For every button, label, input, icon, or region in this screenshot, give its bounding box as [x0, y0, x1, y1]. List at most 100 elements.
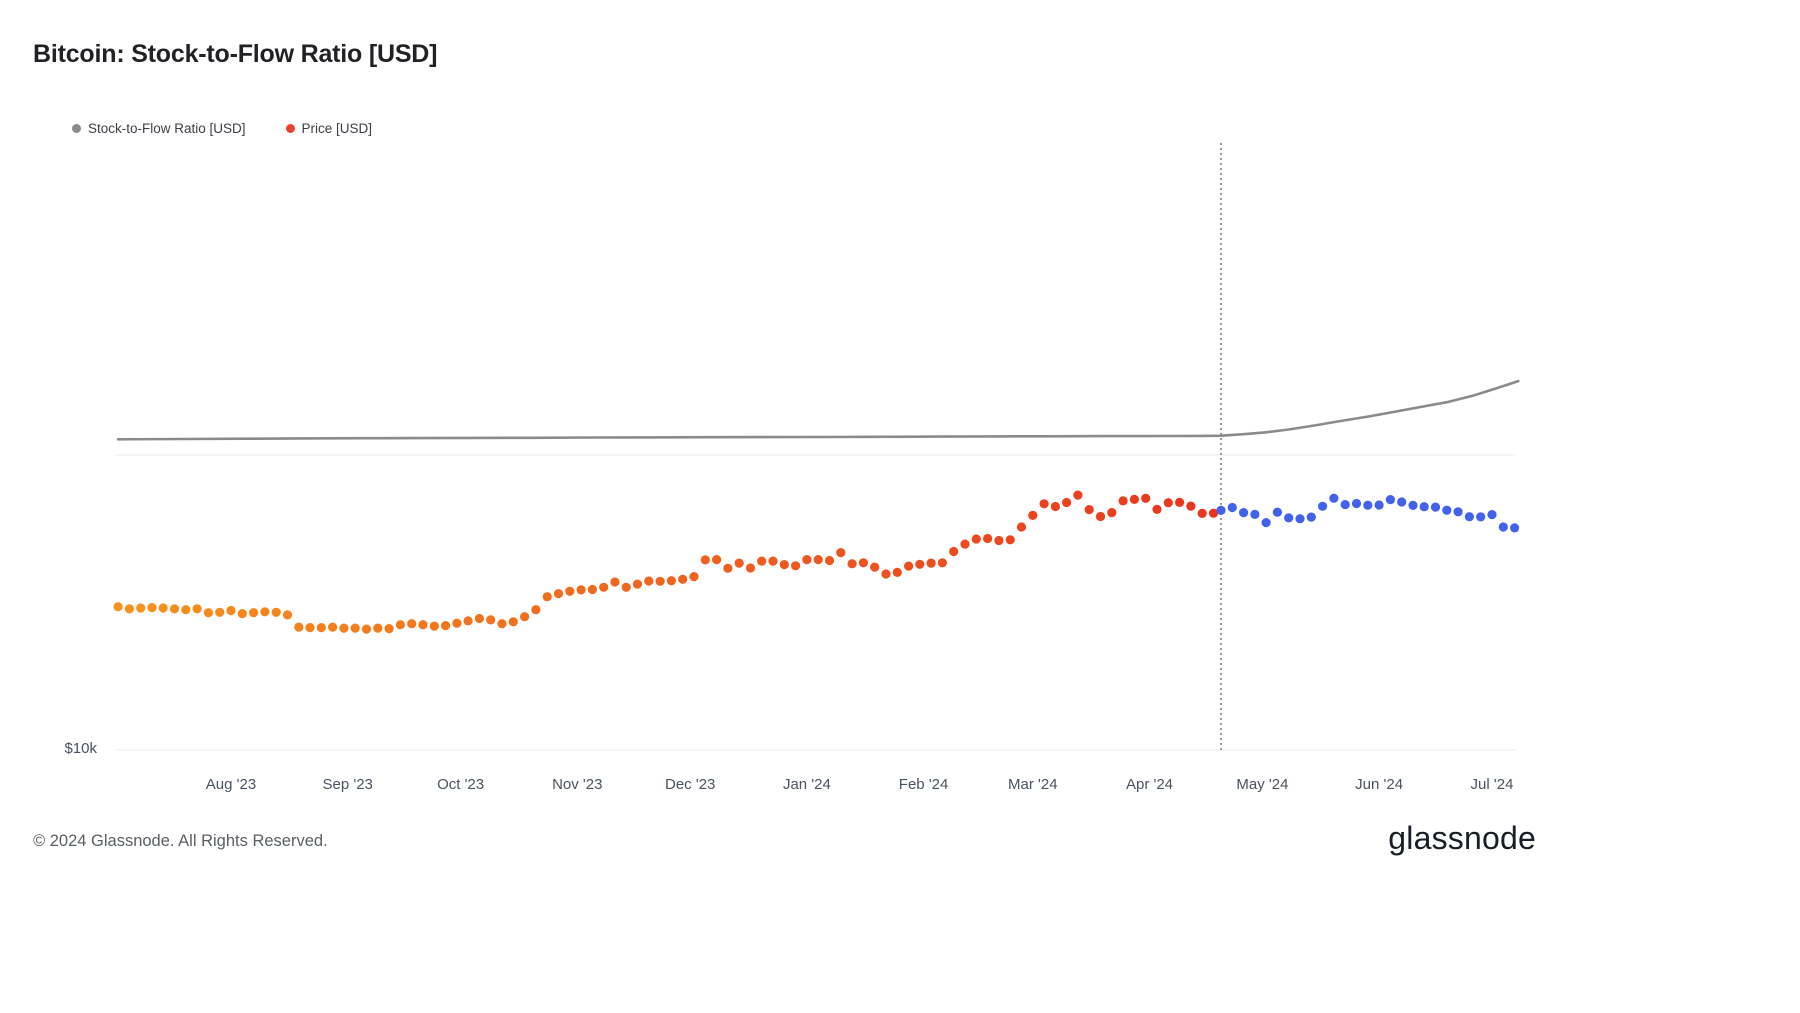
price-point [1430, 502, 1441, 512]
price-point [1216, 505, 1226, 515]
price-point [1385, 495, 1395, 505]
price-point [1272, 507, 1282, 517]
price-point [870, 562, 880, 572]
price-point [350, 623, 360, 633]
price-point [553, 589, 564, 599]
price-point [881, 569, 891, 579]
price-point [1039, 499, 1049, 509]
price-point [1152, 504, 1162, 514]
price-point [136, 603, 146, 613]
price-point [328, 622, 338, 632]
price-point [994, 535, 1004, 546]
price-point [249, 608, 259, 618]
price-point [1476, 512, 1486, 522]
price-point [1408, 500, 1418, 510]
price-point [452, 618, 462, 628]
chart-legend: Stock-to-Flow Ratio [USD] Price [USD] [72, 121, 372, 136]
x-tick-label: Nov '23 [552, 776, 602, 793]
chart-title: Bitcoin: Stock-to-Flow Ratio [USD] [33, 40, 438, 68]
x-tick-label: Jun '24 [1355, 776, 1403, 793]
price-point [1028, 510, 1038, 520]
price-point [587, 584, 598, 595]
x-tick-label: Feb '24 [899, 776, 949, 793]
price-point [723, 563, 733, 573]
price-point [1107, 507, 1117, 518]
price-point [1005, 535, 1015, 545]
price-point [316, 623, 326, 633]
price-point [158, 603, 168, 613]
price-point [1050, 501, 1060, 512]
price-point [463, 616, 473, 626]
x-tick-label: Apr '24 [1126, 776, 1173, 793]
price-point [260, 607, 270, 617]
price-point [745, 563, 756, 573]
price-point [215, 607, 225, 617]
x-tick-label: May '24 [1236, 776, 1288, 793]
price-point [192, 604, 202, 614]
price-point [1261, 518, 1271, 528]
price-point [1510, 523, 1520, 533]
price-point [1129, 494, 1139, 504]
price-point [237, 609, 247, 619]
price-point [1208, 508, 1219, 518]
price-point [1442, 505, 1452, 515]
price-point [813, 555, 823, 565]
price-point [599, 582, 609, 592]
price-point [1464, 512, 1474, 522]
price-point [1186, 501, 1196, 511]
price-point [1016, 522, 1027, 532]
price-point [1118, 496, 1128, 506]
price-point [904, 561, 914, 571]
price-point [1397, 497, 1407, 507]
price-point [565, 586, 575, 596]
price-point [373, 623, 383, 633]
legend-item-price[interactable]: Price [USD] [285, 121, 372, 136]
legend-marker-price [285, 124, 295, 133]
price-point [802, 555, 812, 565]
price-point [395, 620, 405, 630]
price-point [757, 556, 767, 566]
price-point [124, 604, 134, 614]
price-point [181, 605, 191, 615]
y-tick-label: $10k [64, 740, 97, 757]
x-tick-label: Aug '23 [206, 776, 256, 793]
price-point [361, 624, 372, 634]
price-point [1239, 507, 1249, 518]
price-point [971, 534, 981, 544]
x-tick-label: Sep '23 [322, 776, 372, 793]
price-point [858, 558, 869, 568]
price-point [1073, 490, 1083, 500]
price-point [486, 615, 496, 625]
price-point [937, 558, 948, 568]
price-point [474, 613, 484, 624]
price-point [1163, 498, 1173, 508]
price-point [621, 582, 631, 592]
price-point [418, 620, 428, 630]
price-point [407, 619, 417, 629]
price-point [1084, 505, 1094, 515]
price-point [1250, 509, 1260, 519]
price-point [169, 604, 180, 614]
price-point [1487, 509, 1497, 520]
price-point [610, 577, 620, 587]
price-point [497, 619, 507, 629]
legend-item-stock-to-flow[interactable]: Stock-to-Flow Ratio [USD] [72, 121, 246, 136]
price-point [1498, 522, 1508, 532]
price-point [836, 548, 846, 558]
legend-label-stock-to-flow: Stock-to-Flow Ratio [USD] [88, 121, 246, 136]
price-point [282, 610, 293, 620]
price-point [1453, 507, 1463, 517]
price-point [983, 533, 993, 544]
price-point [666, 576, 677, 586]
legend-marker-stock-to-flow [72, 124, 81, 133]
price-point [1284, 513, 1294, 523]
price-point [689, 572, 699, 582]
price-point [1363, 500, 1373, 510]
price-point [700, 555, 710, 565]
x-tick-label: Jul '24 [1471, 776, 1514, 793]
price-point [305, 623, 315, 633]
price-point [779, 560, 789, 570]
price-point [960, 539, 970, 549]
price-point [508, 617, 518, 627]
